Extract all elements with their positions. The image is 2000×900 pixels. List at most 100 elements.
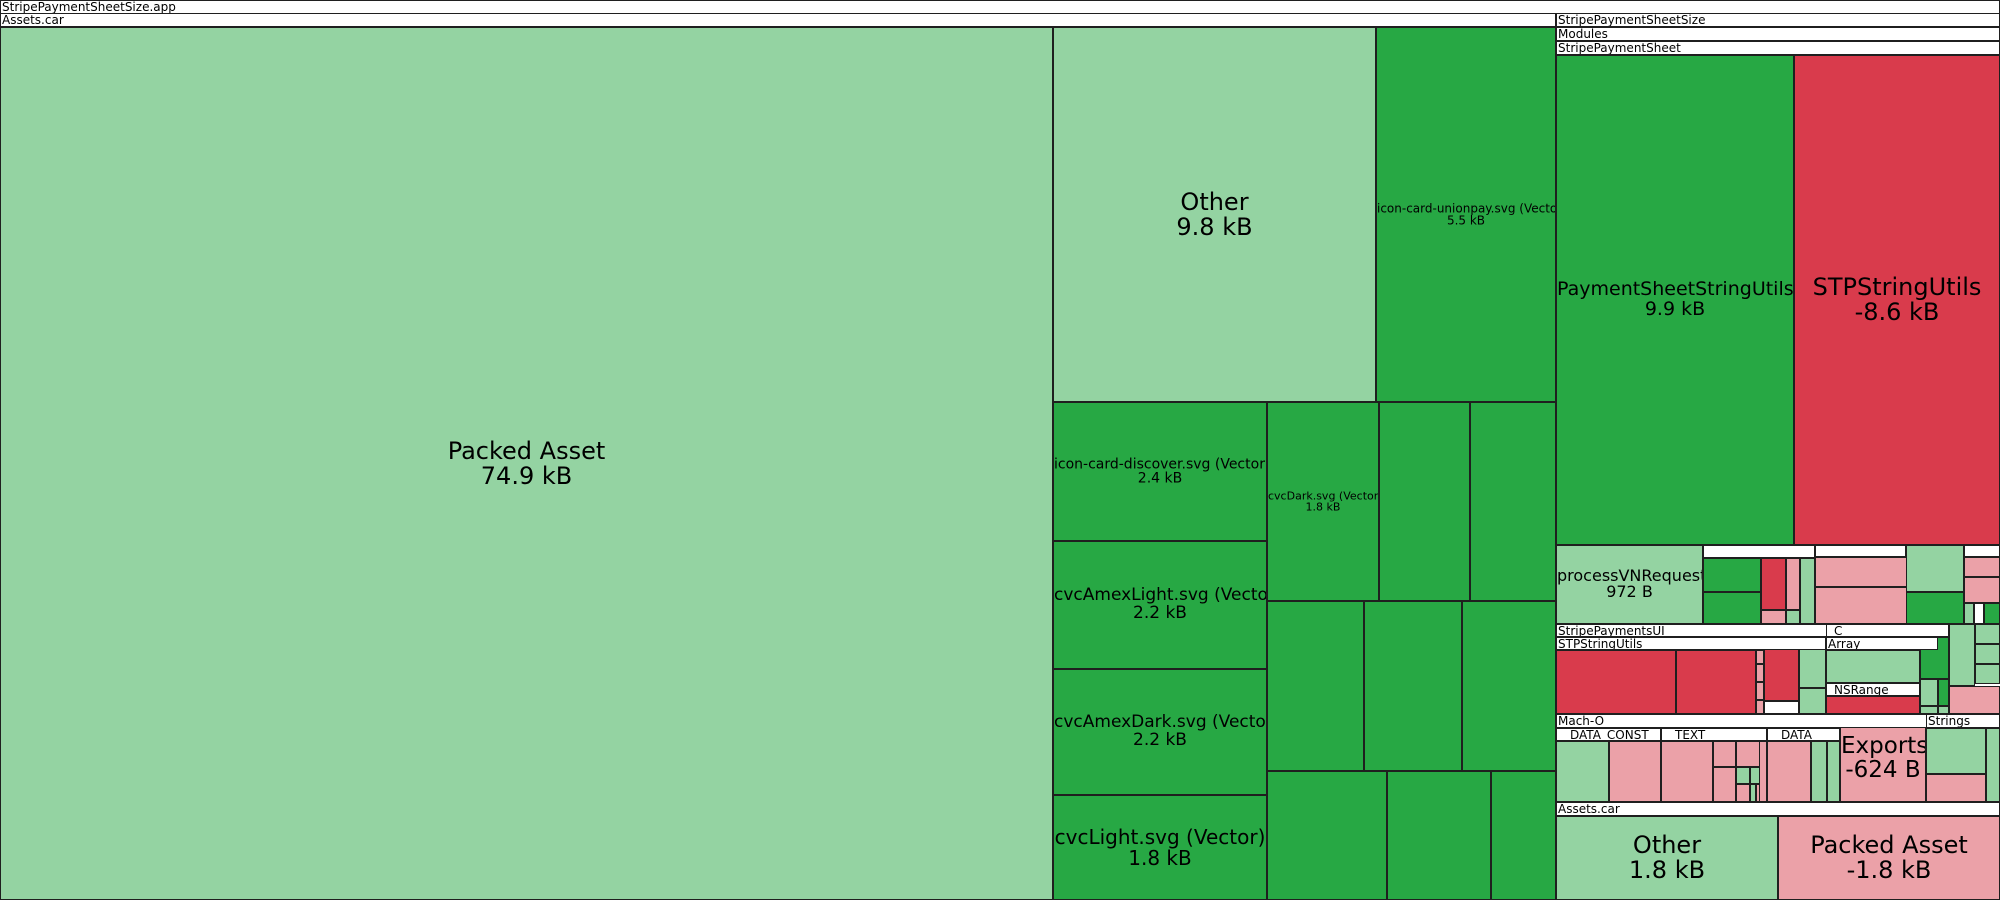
cell-label-packed-asset-right: Packed Asset -1.8 kB: [1779, 830, 1999, 883]
cell-name: Packed Asset: [447, 436, 606, 465]
cell-label-other-main: Other 9.8 kB: [1054, 189, 1375, 240]
treemap-cell-35: [1764, 701, 1799, 714]
treemap-cell-67: [1926, 728, 1986, 774]
cell-name: Packed Asset: [1810, 830, 1968, 859]
treemap-cell-unionpay: icon-card-unionpay.svg (Vector) 5.5 kB: [1376, 27, 1556, 402]
treemap-cell-packed-asset: Packed Asset 74.9 kB: [0, 27, 1053, 900]
treemap-cell-14: [1786, 610, 1800, 624]
cell-name: cvcLight.svg (Vector): [1054, 824, 1266, 849]
treemap-cell-46: [1975, 624, 2000, 644]
treemap-cell-16: [1815, 545, 1906, 557]
cell-name: cvcAmexLight.svg (Vector): [1054, 585, 1267, 606]
group-header-g-modules: Modules: [1556, 27, 2000, 41]
treemap-cell-amexdark: cvcAmexDark.svg (Vector) 2.2 kB: [1053, 669, 1267, 795]
treemap-cell-23: [1964, 557, 2000, 577]
cell-name: icon-card-unionpay.svg (Vector): [1377, 200, 1556, 215]
group-header-g-stpstringutils: STPStringUtils: [1556, 637, 1826, 650]
cell-name: icon-card-discover.svg (Vector): [1054, 455, 1267, 472]
treemap-cell-amexlight: cvcAmexLight.svg (Vector) 2.2 kB: [1053, 541, 1267, 669]
cell-label-cvclight: cvcLight.svg (Vector) 1.8 kB: [1054, 824, 1266, 870]
treemap-cell-40: [1920, 679, 1938, 706]
treemap-cell-5: [1267, 771, 1387, 900]
treemap-cell-4: [1462, 601, 1556, 771]
cell-name: Exports: [1841, 732, 1926, 759]
treemap-cell-51: [1609, 741, 1661, 802]
cell-label-exports: Exports -624 B: [1841, 734, 1925, 782]
group-header-g-nsrange: _NSRange: [1826, 683, 1920, 696]
cell-label-amexlight: cvcAmexLight.svg (Vector) 2.2 kB: [1054, 585, 1267, 623]
treemap-cell-cvcdark: cvcDark.svg (Vector) 1.8 kB: [1267, 402, 1379, 601]
cell-label-cvcdark: cvcDark.svg (Vector) 1.8 kB: [1268, 490, 1378, 513]
cell-size: 972 B: [1606, 582, 1653, 602]
group-header-g-macho: Mach-O: [1556, 714, 1928, 728]
treemap-cell-10: [1703, 592, 1761, 624]
treemap-cell-other-right: Other 1.8 kB: [1556, 816, 1778, 900]
treemap-cell-other-main: Other 9.8 kB: [1053, 27, 1376, 402]
treemap-cell-24: [1964, 577, 2000, 603]
treemap-cell-exports: Exports -624 B: [1840, 714, 1926, 802]
treemap-cell-42: [1826, 696, 1920, 714]
cell-name: STPStringUtils: [1812, 272, 1982, 301]
group-header-g-data: __DATA: [1767, 728, 1840, 741]
treemap-cell-55: [1811, 741, 1827, 802]
treemap-cell-69: [1986, 728, 2000, 802]
cell-name: Other: [1632, 830, 1702, 859]
cell-size: 2.4 kB: [1137, 470, 1183, 487]
treemap-cell-8: [1703, 545, 1815, 558]
group-header-g-assets-main: Assets.car: [0, 13, 1556, 27]
cell-label-packed-asset: Packed Asset 74.9 kB: [1, 436, 1052, 489]
cell-name: PaymentSheetStringUtils: [1557, 278, 1794, 301]
treemap-cell-6: [1387, 771, 1491, 900]
treemap-cell-2: [1267, 601, 1364, 771]
treemap-cell-65: [1756, 784, 1760, 802]
cell-size: 1.8 kB: [1128, 845, 1192, 870]
treemap-cell-33: [1756, 700, 1764, 714]
treemap-cell-11: [1761, 558, 1786, 610]
treemap-cell-12: [1761, 610, 1786, 624]
treemap-cell-49: [1949, 686, 2000, 714]
cell-label-other-right: Other 1.8 kB: [1557, 830, 1777, 883]
cell-size: 9.9 kB: [1644, 298, 1706, 320]
treemap-cell-64: [1750, 784, 1756, 802]
treemap-cell-18: [1815, 587, 1908, 624]
cell-name: processVNRequest: [1557, 565, 1703, 585]
treemap-cell-27: [1984, 603, 2000, 624]
cell-name: cvcDark.svg (Vector): [1268, 488, 1379, 502]
cell-label-amexdark: cvcAmexDark.svg (Vector) 2.2 kB: [1054, 713, 1266, 750]
cell-size: 1.8 kB: [1305, 500, 1341, 514]
treemap-cell-54: [1767, 741, 1811, 802]
cell-label-stpstringutils: STPStringUtils -8.6 kB: [1795, 272, 1999, 325]
treemap-cell-22: [1964, 545, 2000, 557]
treemap-cell-48: [1975, 664, 2000, 684]
cell-label-unionpay: icon-card-unionpay.svg (Vector) 5.5 kB: [1377, 202, 1555, 227]
treemap-cell-29: [1676, 650, 1756, 714]
group-header-g-c: _C: [1826, 624, 1949, 637]
treemap-cell-68: [1926, 774, 1986, 802]
cell-size: -624 B: [1845, 757, 1921, 783]
treemap-cell-17: [1815, 557, 1908, 587]
cell-label-psstringutils: PaymentSheetStringUtils 9.9 kB: [1557, 278, 1794, 320]
treemap-cell-50: [1556, 741, 1609, 802]
treemap-cell-cvclight: cvcLight.svg (Vector) 1.8 kB: [1053, 795, 1267, 900]
treemap-cell-31: [1756, 664, 1764, 682]
group-header-g-array: Array: [1826, 637, 1938, 650]
treemap-cell-66: [1827, 741, 1840, 802]
group-header-g-stripe-sheet: StripePaymentSheet: [1556, 41, 2000, 55]
treemap-cell-59: [1736, 767, 1750, 784]
treemap-cell-41: [1938, 679, 1949, 706]
treemap-cell-37: [1799, 688, 1826, 714]
treemap-cell-43: [1920, 706, 1938, 714]
treemap-cell-psstringutils: PaymentSheetStringUtils 9.9 kB: [1556, 55, 1794, 545]
cell-label-processvn: processVNRequest 972 B: [1557, 565, 1703, 602]
cell-size: 2.2 kB: [1133, 603, 1187, 623]
cell-size: 2.2 kB: [1133, 730, 1187, 750]
treemap-cell-1: [1470, 402, 1556, 601]
group-header-g-strings: Strings: [1926, 714, 2000, 728]
treemap-cell-28: [1556, 650, 1676, 714]
treemap-cell-30: [1756, 650, 1764, 664]
group-header-g-app: StripePaymentSheetSize.app: [0, 0, 2000, 14]
treemap-cell-63: [1736, 784, 1750, 802]
treemap-cell-52: [1661, 741, 1713, 802]
treemap-cell-processvn: processVNRequest 972 B: [1556, 545, 1703, 624]
